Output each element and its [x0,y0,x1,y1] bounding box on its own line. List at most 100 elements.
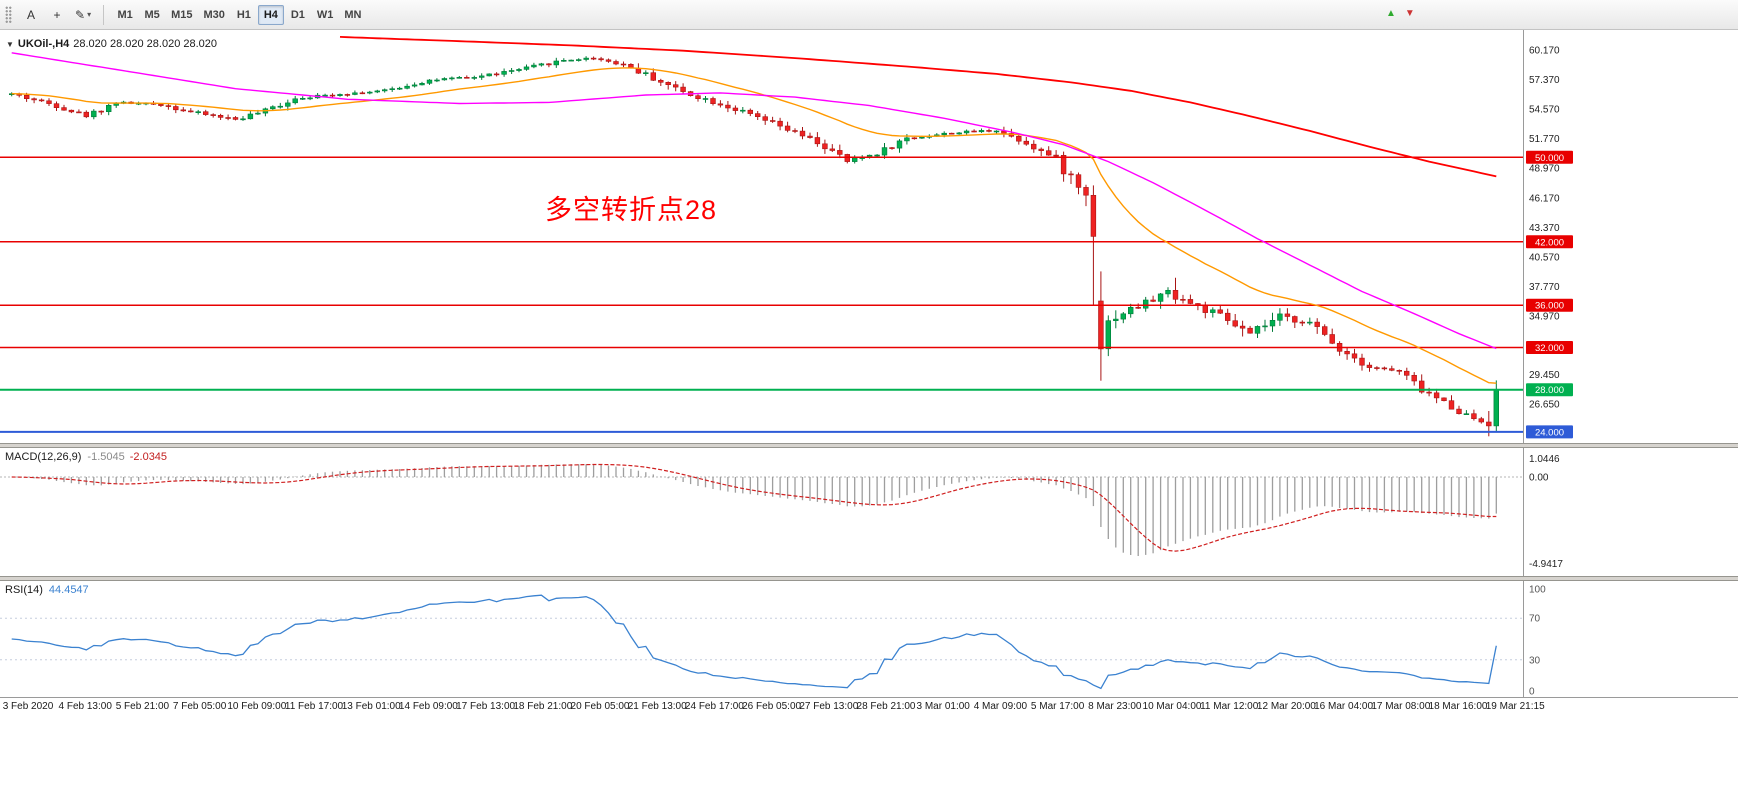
time-label: 21 Feb 13:00 [627,701,687,712]
pencil-icon: ✎ [75,7,86,22]
svg-text:0: 0 [1529,687,1535,698]
bottom-empty-area [0,717,1738,796]
symbol-label: UKOil-,H4 [17,38,70,50]
svg-text:60.170: 60.170 [1529,45,1560,56]
chart-dropdown-icon[interactable]: ▼ [6,40,14,49]
crosshair-tool-button[interactable]: + [45,4,69,26]
rsi-label: RSI(14) 44.4547 [5,584,89,596]
time-label: 7 Feb 05:00 [172,701,227,712]
svg-text:50.000: 50.000 [1535,153,1564,164]
time-label: 3 Feb 2020 [2,701,54,712]
macd-name: MACD(12,26,9) [5,451,82,463]
rsi-panel[interactable]: RSI(14) 44.4547 100 70 30 0 [0,581,1738,697]
price-chart-svg: 60.170 57.370 54.570 51.770 48.970 46.170 43.3… [0,30,1573,443]
time-label: 27 Feb 13:00 [799,701,859,712]
price-level-badges: 50.000 42.000 36.000 32.000 28.000 24.000 [1526,150,1573,439]
time-label: 24 Feb 17:00 [684,701,744,712]
macd-label: MACD(12,26,9) -1.5045 -2.0345 [5,451,167,463]
panel-separator[interactable] [0,443,1738,448]
ma-mid-magenta [11,52,1497,350]
time-label: 19 Mar 21:15 [1485,701,1545,712]
time-label: 11 Feb 17:00 [284,701,344,712]
time-label: 28 Feb 21:00 [856,701,916,712]
macd-histogram [18,464,1497,556]
rsi-name: RSI(14) [5,584,43,596]
timeframe-button-h1[interactable]: H1 [231,5,257,25]
svg-text:30: 30 [1529,655,1541,666]
time-label: 18 Feb 21:00 [513,701,573,712]
rsi-value: 44.4547 [48,584,89,596]
time-label: 10 Mar 04:00 [1142,701,1202,712]
down-arrow-icon[interactable]: ▼ [1404,8,1415,19]
svg-text:-4.9417: -4.9417 [1529,559,1563,570]
time-axis[interactable]: 3 Feb 2020 4 Feb 13:00 5 Feb 21:00 7 Feb 05… [0,697,1738,717]
svg-text:46.170: 46.170 [1529,193,1560,204]
candlestick-series [9,56,1500,437]
price-chart-plot: 60.170 57.370 54.570 51.770 48.970 46.170 43.3… [0,30,1738,443]
timeframe-group: M1 M5 M15 M30 H1 H4 D1 W1 MN [112,4,366,25]
rsi-line [11,594,1497,690]
svg-text:36.000: 36.000 [1535,301,1564,312]
macd-svg: 1.0446 0.00 -4.9417 [0,448,1563,576]
time-label: 8 Mar 23:00 [1088,701,1142,712]
price-chart-panel[interactable]: 60.170 57.370 54.570 51.770 48.970 46.170 43.3… [0,30,1738,443]
chart-annotation-text[interactable]: 多空转折点28 [545,195,718,225]
horizontal-lines [0,156,1523,433]
svg-text:42.000: 42.000 [1535,237,1564,248]
macd-panel[interactable]: MACD(12,26,9) -1.5045 -2.0345 1.0446 0.00 -4… [0,448,1738,576]
up-arrow-icon[interactable]: ▲ [1386,8,1396,19]
ma-slow-red [339,36,1497,178]
time-label: 17 Mar 08:00 [1371,701,1431,712]
svg-text:100: 100 [1529,585,1546,596]
timeframe-button-m30[interactable]: M30 [198,5,229,25]
time-label: 14 Feb 09:00 [398,701,458,712]
timeframe-button-h4[interactable]: H4 [257,4,284,25]
svg-text:0.00: 0.00 [1529,473,1549,484]
ma-fast-orange [11,67,1497,384]
time-label: 10 Feb 09:00 [227,701,287,712]
time-label: 20 Feb 05:00 [570,701,630,712]
svg-text:34.970: 34.970 [1529,312,1560,323]
timeframe-button-m15[interactable]: M15 [166,5,197,25]
svg-text:1.0446: 1.0446 [1529,454,1560,465]
timeframe-button-m1[interactable]: M1 [112,5,138,25]
time-label: 4 Mar 09:00 [973,701,1028,712]
timeframe-button-mn[interactable]: MN [339,5,366,25]
macd-axis-labels: 1.0446 0.00 -4.9417 [1529,454,1563,570]
moving-averages [11,36,1497,384]
time-label: 11 Mar 12:00 [1200,701,1259,712]
svg-text:54.570: 54.570 [1529,105,1560,116]
price-axis-labels: 60.170 57.370 54.570 51.770 48.970 46.170 43.3… [1529,45,1560,410]
time-label: 18 Mar 16:00 [1428,701,1488,712]
svg-text:43.370: 43.370 [1529,223,1560,234]
toolbar-right-icons: ▲ ▼ [1386,6,1415,22]
svg-text:48.970: 48.970 [1529,164,1560,175]
svg-text:70: 70 [1529,614,1541,625]
macd-signal-value: -2.0345 [129,451,168,463]
time-label: 17 Feb 13:00 [456,701,516,712]
time-label: 5 Feb 21:00 [115,701,170,712]
draw-tool-dropdown[interactable]: ✎ ▾ [71,4,95,26]
toolbar-separator [103,4,105,25]
timeframe-button-w1[interactable]: W1 [312,5,339,25]
time-label: 16 Mar 04:00 [1314,701,1374,712]
time-label: 12 Mar 20:00 [1256,701,1316,712]
rsi-axis-labels: 100 70 30 0 [1529,585,1546,698]
panel-separator[interactable] [0,576,1738,581]
crosshair-icon: + [53,7,61,22]
timeframe-button-m5[interactable]: M5 [139,5,165,25]
svg-text:57.370: 57.370 [1529,75,1560,86]
time-label: 3 Mar 01:00 [916,701,970,712]
svg-text:24.000: 24.000 [1535,427,1564,438]
macd-plot: 1.0446 0.00 -4.9417 [0,448,1738,576]
svg-text:26.650: 26.650 [1529,400,1560,411]
time-label: 5 Mar 17:00 [1030,701,1085,712]
timeframe-button-d1[interactable]: D1 [285,5,311,25]
text-tool-button[interactable]: A [19,4,43,26]
svg-text:32.000: 32.000 [1535,343,1564,354]
svg-text:51.770: 51.770 [1529,134,1560,145]
macd-main-value: -1.5045 [87,451,125,463]
macd-signal-line [11,463,1497,552]
toolbar-grip[interactable] [5,5,12,24]
svg-text:37.770: 37.770 [1529,282,1560,293]
